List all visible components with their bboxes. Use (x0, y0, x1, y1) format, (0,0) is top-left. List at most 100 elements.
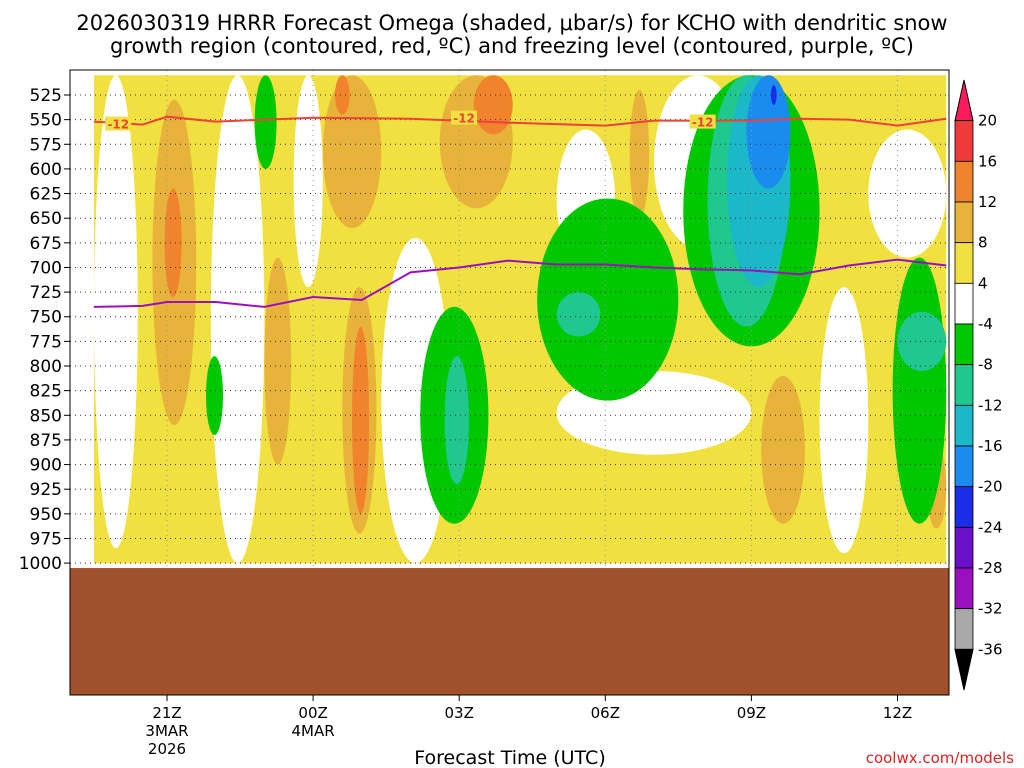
omega-region-s12 (761, 375, 805, 524)
contour-label-bg (689, 114, 716, 129)
chart-title-line-1: 2026030319 HRRR Forecast Omega (shaded, … (76, 11, 947, 35)
omega-region-s06 (335, 75, 350, 115)
pressure-tick-label: 925 (30, 480, 62, 500)
pressure-tick-label: 950 (30, 505, 62, 525)
omega-region-s23 (254, 75, 277, 169)
colorbar-swatch (954, 404, 974, 447)
source-credit: coolwx.com/models (866, 749, 1014, 767)
omega-region-s33 (770, 85, 777, 105)
omega-region-s11 (629, 90, 650, 219)
dendritic-growth-contour (93, 115, 947, 127)
pressure-tick-label: 900 (30, 456, 62, 476)
pressure-tick-label: 825 (30, 382, 62, 402)
colorbar-label: 16 (978, 152, 997, 170)
omega-region-s04 (264, 257, 292, 465)
colorbar-label: -4 (978, 315, 993, 333)
colorbar-bottom-arrow (954, 648, 974, 691)
pressure-tick-label: 975 (30, 529, 62, 549)
colorbar-label: -36 (978, 640, 1003, 658)
colorbar-label: -28 (978, 559, 1003, 577)
contour-label-3: -12 (692, 116, 714, 130)
colorbar-swatch (954, 526, 974, 569)
time-tick-label: 12Z (883, 704, 912, 722)
time-tick-label: 21Z (152, 704, 181, 722)
omega-region-s28 (556, 292, 601, 337)
colorbar-swatch (954, 242, 974, 284)
omega-region-s35 (897, 311, 947, 371)
colorbar-swatch (954, 282, 974, 325)
omega-region-s24 (205, 356, 224, 435)
pressure-tick-label: 775 (30, 332, 62, 352)
pressure-tick-label: 650 (30, 209, 62, 229)
chart-title-line-2: growth region (contoured, red, ºC) and f… (110, 34, 914, 58)
omega-region-s10 (473, 75, 513, 135)
x-axis-title: Forecast Time (UTC) (414, 747, 605, 768)
time-tick-label: 00Z (298, 704, 327, 722)
contour-label-1: -12 (107, 118, 129, 132)
plot-frame (69, 69, 950, 696)
omega-region-s15 (210, 75, 265, 564)
omega-region-s27 (537, 198, 679, 401)
colorbar-swatch (954, 323, 974, 366)
colorbar-swatch (954, 608, 974, 650)
pressure-axis: 525 550 575 600 625 650 675 700 725 750 775 800 825 8… (19, 86, 70, 574)
omega-shading (93, 75, 947, 564)
pressure-tick-label: 1000 (19, 554, 62, 574)
time-tick-label: 06Z (591, 704, 620, 722)
colorbar-swatch (954, 120, 974, 162)
pressure-tick-label: 675 (30, 234, 62, 254)
contour-label-bg (451, 110, 478, 125)
omega-region-s16 (293, 75, 323, 288)
pressure-tick-label: 575 (30, 135, 62, 155)
colorbar-label: -12 (978, 396, 1003, 414)
colorbar-swatch (954, 201, 974, 244)
time-tick-year: 2026 (148, 740, 186, 758)
omega-region-s05 (322, 75, 382, 229)
colorbar-top-arrow (954, 79, 974, 122)
pressure-tick-label: 525 (30, 86, 62, 106)
omega-region-s03 (164, 188, 182, 298)
pressure-tick-label: 600 (30, 160, 62, 180)
colorbar-label: 4 (978, 274, 988, 292)
contour-label-bg (105, 116, 132, 131)
time-tick-date: 3MAR (145, 722, 188, 740)
omega-region-s26 (444, 356, 469, 485)
colorbar-label: 12 (978, 193, 997, 211)
pressure-tick-label: 550 (30, 111, 62, 131)
dendritic-contour-labels: -12 -12 -12 (105, 110, 716, 132)
omega-region-s21 (819, 287, 869, 554)
colorbar-label: -8 (978, 356, 993, 374)
colorbar-label: -24 (978, 518, 1003, 536)
time-tick-label: 03Z (445, 704, 474, 722)
colorbar-swatch (954, 445, 974, 488)
pressure-tick-label: 725 (30, 283, 62, 303)
omega-region-s22 (868, 129, 947, 258)
ground-surface (70, 568, 949, 695)
omega-region-s32 (746, 75, 791, 189)
freezing-level-contour (93, 258, 947, 308)
time-tick-date: 4MAR (292, 722, 335, 740)
time-tick-label: 09Z (737, 704, 766, 722)
colorbar-label: 8 (978, 234, 988, 252)
plot-area: -12 -12 -12 (70, 70, 949, 695)
pressure-tick-label: 700 (30, 258, 62, 278)
contour-label-2: -12 (453, 112, 475, 126)
pressure-tick-label: 625 (30, 185, 62, 205)
colorbar-swatch (954, 160, 974, 203)
pressure-tick-label: 875 (30, 431, 62, 451)
colorbar-label: -32 (978, 600, 1003, 618)
colorbar-label: -20 (978, 478, 1003, 496)
pressure-tick-label: 800 (30, 357, 62, 377)
omega-region-s14 (93, 75, 138, 549)
omega-colorbar: 20 16 12 8 4 -4 -8 -12 -16 -20 -24 -28 -32 -36 (954, 79, 1003, 691)
colorbar-label: -16 (978, 437, 1003, 455)
pressure-tick-label: 750 (30, 308, 62, 328)
colorbar-swatch (954, 567, 974, 610)
colorbar-label: 20 (978, 112, 997, 130)
omega-region-s08 (352, 326, 370, 514)
pressure-tick-label: 850 (30, 406, 62, 426)
colorbar-swatch (954, 486, 974, 528)
colorbar-swatch (954, 364, 974, 406)
